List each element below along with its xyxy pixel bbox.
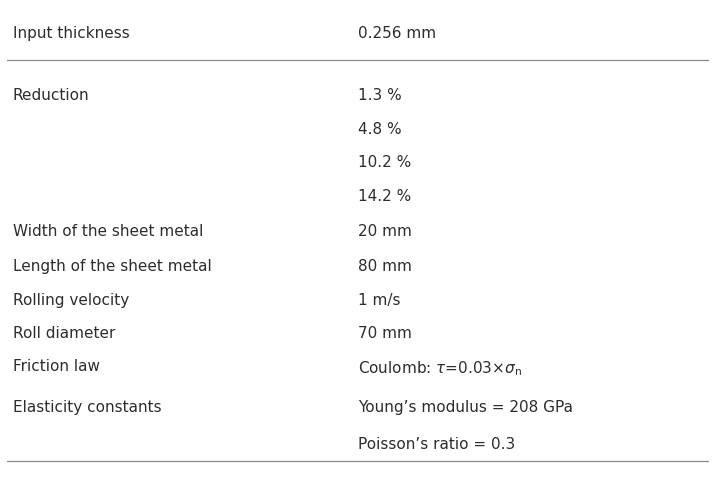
Text: 10.2 %: 10.2 %: [358, 155, 411, 170]
Text: Reduction: Reduction: [13, 89, 90, 103]
Text: Poisson’s ratio = 0.3: Poisson’s ratio = 0.3: [358, 437, 516, 452]
Text: 4.8 %: 4.8 %: [358, 122, 402, 137]
Text: Coulomb: $\mathit{\tau}$=0.03$\times\sigma_\mathrm{n}$: Coulomb: $\mathit{\tau}$=0.03$\times\sig…: [358, 359, 522, 378]
Text: Width of the sheet metal: Width of the sheet metal: [13, 225, 203, 240]
Text: 0.256 mm: 0.256 mm: [358, 26, 436, 41]
Text: Friction law: Friction law: [13, 359, 100, 375]
Text: 70 mm: 70 mm: [358, 326, 412, 341]
Text: 1.3 %: 1.3 %: [358, 89, 402, 103]
Text: 14.2 %: 14.2 %: [358, 188, 411, 204]
Text: Roll diameter: Roll diameter: [13, 326, 115, 341]
Text: Length of the sheet metal: Length of the sheet metal: [13, 259, 211, 274]
Text: 80 mm: 80 mm: [358, 259, 412, 274]
Text: 20 mm: 20 mm: [358, 225, 412, 240]
Text: Input thickness: Input thickness: [13, 26, 130, 41]
Text: Young’s modulus = 208 GPa: Young’s modulus = 208 GPa: [358, 400, 573, 415]
Text: Elasticity constants: Elasticity constants: [13, 400, 161, 415]
Text: Rolling velocity: Rolling velocity: [13, 293, 129, 308]
Text: 1 m/s: 1 m/s: [358, 293, 400, 308]
